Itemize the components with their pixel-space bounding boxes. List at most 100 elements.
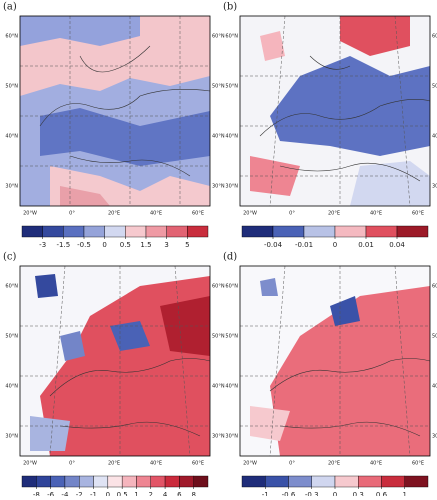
color-box [107, 475, 123, 488]
colorbar-label: 0 [333, 491, 337, 496]
lon-label: 20°W [243, 211, 257, 217]
colorbar-label: 1 [403, 491, 407, 496]
color-box [265, 475, 289, 488]
colorbar-label: -3 [39, 241, 46, 249]
color-box [334, 475, 359, 488]
colorbar-label: 0 [106, 491, 110, 496]
color-box [93, 475, 109, 488]
color-box [365, 225, 398, 238]
color-box [136, 475, 151, 488]
color-box [358, 475, 382, 488]
map-c [19, 265, 211, 457]
colorbar-label: 0.04 [389, 241, 405, 249]
lat-label: 60°N [5, 284, 18, 290]
lon-label: 20°E [108, 461, 120, 467]
lon-label: 60°E [412, 461, 424, 467]
lon-label: 20°E [328, 211, 340, 217]
lat-label: 60°N [5, 34, 18, 40]
colorbar-label: 0.01 [358, 241, 374, 249]
color-box [79, 475, 94, 488]
colorbar-label: -2 [76, 491, 83, 496]
colorbar-label: -4 [61, 491, 69, 496]
lat-label: 40°N [432, 384, 437, 390]
lon-label: 40°E [370, 211, 382, 217]
lat-label: 60°N [225, 284, 238, 290]
lat-label: 40°N [432, 134, 437, 140]
color-box [334, 225, 367, 238]
lat-label: 50°N [5, 84, 18, 90]
color-box [193, 475, 209, 488]
lon-label: 40°E [370, 461, 382, 467]
lat-label: 30°N [5, 184, 18, 190]
color-box [104, 225, 126, 238]
color-box [121, 475, 137, 488]
lat-label: 50°N [5, 334, 18, 340]
lon-label: 0° [289, 211, 295, 217]
color-box [288, 475, 312, 488]
colorbar-label: -0.5 [77, 241, 91, 249]
color-box [42, 225, 64, 238]
colorbar-label: -6 [47, 491, 55, 496]
color-box [179, 475, 194, 488]
lat-label: 40°N [225, 384, 238, 390]
panel-label: (a) [3, 2, 17, 13]
colorbar-label: 2 [149, 491, 153, 496]
lat-label: 30°N [5, 434, 18, 440]
color-box [50, 475, 66, 488]
color-box [150, 475, 166, 488]
lon-label: 0° [69, 211, 75, 217]
panel-label: (b) [223, 2, 237, 13]
lon-label: 0° [69, 461, 75, 467]
color-box [63, 225, 85, 238]
lat-label: 50°N [225, 84, 238, 90]
lon-label: 40°E [150, 211, 162, 217]
lon-label: 60°E [412, 211, 424, 217]
lon-label: 20°E [328, 461, 340, 467]
lon-label: 20°W [23, 461, 37, 467]
panel-label: (d) [223, 252, 237, 263]
colorbar-label: 8 [191, 491, 195, 496]
lon-label: 20°W [23, 211, 37, 217]
lat-label: 30°N [432, 184, 437, 190]
lon-label: 60°E [192, 211, 204, 217]
lon-label: 20°E [108, 211, 120, 217]
lat-label: 40°N [225, 134, 238, 140]
lat-label: 50°N [432, 334, 437, 340]
lat-label: 50°N [212, 84, 225, 90]
colorbar-label: -1 [90, 491, 97, 496]
color-box [241, 225, 274, 238]
map-d [239, 265, 431, 457]
colorbar-label: 0.5 [120, 241, 131, 249]
lat-label: 60°N [212, 34, 225, 40]
colorbar-label: 6 [177, 491, 182, 496]
panel-label: (c) [3, 252, 17, 263]
colorbar-label: 0 [333, 241, 337, 249]
colorbar-label: -1 [262, 491, 269, 496]
colorbar-label: -1.5 [56, 241, 70, 249]
colorbar-label: -0.3 [305, 491, 319, 496]
color-box [83, 225, 105, 238]
map-b [239, 15, 431, 207]
color-box [187, 225, 209, 238]
map-a [19, 15, 211, 207]
color-box [145, 225, 167, 238]
colorbar-label: 1.5 [140, 241, 151, 249]
lat-label: 30°N [432, 434, 437, 440]
color-box [166, 225, 188, 238]
color-box [311, 475, 336, 488]
color-box [164, 475, 180, 488]
lat-label: 40°N [212, 384, 225, 390]
color-box [21, 475, 37, 488]
lon-label: 20°W [243, 461, 257, 467]
color-box [21, 225, 43, 238]
lat-label: 60°N [432, 284, 437, 290]
color-box [272, 225, 305, 238]
colorbar-label: 0.6 [376, 491, 388, 496]
lat-label: 30°N [212, 434, 225, 440]
color-box [36, 475, 51, 488]
lat-label: 40°N [5, 384, 18, 390]
lat-label: 60°N [212, 284, 225, 290]
lat-label: 50°N [212, 334, 225, 340]
lon-label: 60°E [192, 461, 204, 467]
